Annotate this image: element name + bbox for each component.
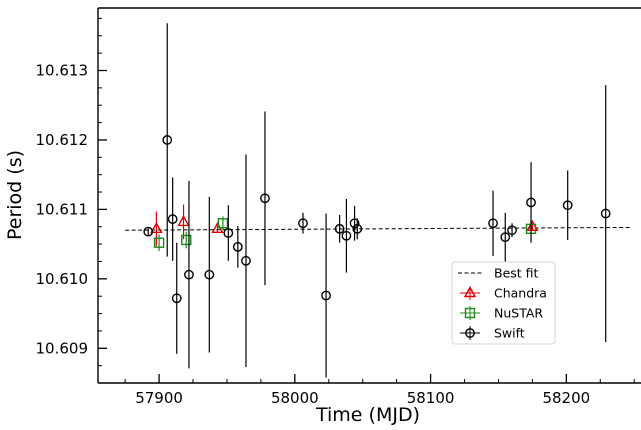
swift-point-16 xyxy=(488,218,498,229)
y-tick-label-1: 10.610 xyxy=(36,270,89,288)
swift-point-9 xyxy=(260,193,270,204)
y-tick-label-0: 10.609 xyxy=(36,339,89,357)
y-axis-label: Period (s) xyxy=(4,150,26,240)
nustar-point-2 xyxy=(217,218,229,229)
nustar-point-1 xyxy=(181,234,192,246)
swift-point-19 xyxy=(526,197,536,208)
legend-swatch-swift xyxy=(460,326,480,340)
swift-point-12 xyxy=(334,223,345,234)
legend-marker-chandra xyxy=(463,286,477,298)
x-tick-label-0: 57900 xyxy=(135,389,183,407)
plot-layer xyxy=(125,23,631,378)
swift-point-6 xyxy=(223,228,234,238)
swift-point-0 xyxy=(143,226,154,237)
swift-point-21 xyxy=(600,208,611,219)
legend-marker-swift xyxy=(465,328,475,338)
swift-point-7 xyxy=(232,241,243,252)
swift-point-15 xyxy=(352,223,363,234)
y-tick-label-3: 10.612 xyxy=(36,131,89,149)
legend-marker-nustar xyxy=(464,307,476,319)
swift-point-2 xyxy=(167,214,178,225)
swift-point-20 xyxy=(562,200,573,211)
legend-label-swift: Swift xyxy=(494,326,525,341)
chandra-point-1 xyxy=(177,214,190,227)
swift-point-11 xyxy=(321,290,331,301)
swift-point-1 xyxy=(162,135,173,145)
swift-point-18 xyxy=(507,225,517,236)
legend-entry-chandra: Chandra xyxy=(460,286,547,301)
legend-label-chandra: Chandra xyxy=(494,286,547,301)
legend-box xyxy=(451,261,556,345)
axes-layer: 57900 58000 58100 58200 10.609 10.610 10.611 10… xyxy=(36,7,641,407)
legend-swatch-chandra xyxy=(460,286,480,300)
chandra-point-0 xyxy=(150,221,163,234)
swift-point-13 xyxy=(341,230,352,241)
swift-point-8 xyxy=(241,255,251,266)
legend-entry-best-fit: Best fit xyxy=(458,266,539,281)
y-tick-label-2: 10.611 xyxy=(36,200,89,218)
legend-label-best-fit: Best fit xyxy=(494,266,539,281)
swift-point-3 xyxy=(171,293,182,304)
nustar-point-0 xyxy=(153,237,165,248)
best-fit-line xyxy=(125,226,631,231)
legend-label-nustar: NuSTAR xyxy=(494,306,543,321)
x-tick-label-2: 58100 xyxy=(407,389,455,407)
legend-entry-swift: Swift xyxy=(460,326,525,341)
y-tick-label-4: 10.613 xyxy=(36,62,89,80)
legend: Best fit Chandra NuSTAR Swift xyxy=(451,261,556,345)
swift-point-10 xyxy=(298,218,308,229)
x-tick-label-1: 58000 xyxy=(271,389,319,407)
legend-entry-nustar: NuSTAR xyxy=(460,306,543,321)
x-tick-label-3: 58200 xyxy=(542,389,590,407)
swift-point-5 xyxy=(204,269,215,280)
legend-swatch-nustar xyxy=(460,306,480,320)
swift-point-14 xyxy=(349,218,360,229)
swift-point-4 xyxy=(184,269,194,280)
x-axis-label: Time (MJD) xyxy=(315,404,420,426)
swift-point-17 xyxy=(500,232,511,243)
